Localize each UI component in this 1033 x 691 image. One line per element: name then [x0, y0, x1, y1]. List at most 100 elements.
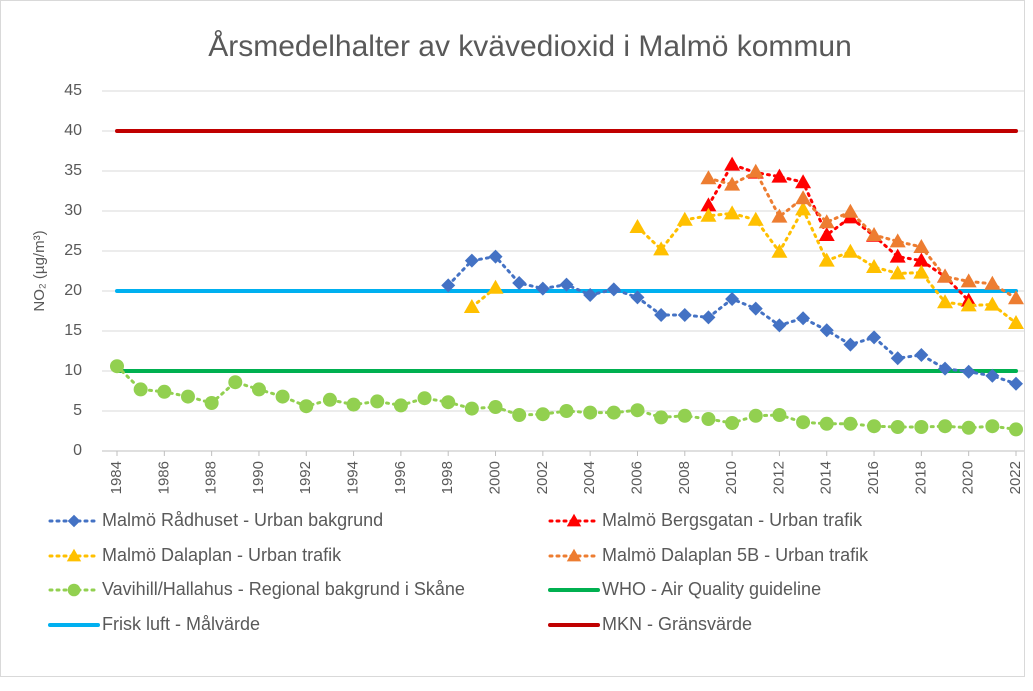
marker	[322, 392, 337, 407]
marker	[819, 323, 834, 338]
marker	[725, 292, 740, 306]
x-tick-label: 1996	[392, 461, 409, 494]
x-tick-label: 1988	[203, 461, 220, 494]
marker	[818, 252, 835, 267]
marker	[512, 408, 527, 422]
marker	[1009, 376, 1023, 391]
marker	[559, 404, 574, 418]
marker	[251, 382, 266, 397]
marker	[654, 410, 669, 425]
marker	[724, 156, 741, 171]
marker	[566, 513, 582, 527]
y-tick-label: 10	[64, 362, 82, 379]
marker	[583, 288, 598, 302]
marker	[700, 207, 717, 222]
marker	[535, 407, 550, 422]
marker	[985, 368, 1000, 383]
marker	[275, 389, 290, 404]
x-tick-label: 2000	[486, 461, 503, 494]
marker	[938, 419, 953, 434]
legend-item: Malmö Rådhuset - Urban bakgrund	[48, 510, 383, 530]
marker	[819, 416, 834, 431]
marker	[488, 249, 503, 264]
marker	[747, 211, 764, 226]
legend-item: Malmö Dalaplan 5B - Urban trafik	[548, 545, 869, 565]
marker	[583, 405, 598, 420]
marker	[843, 337, 858, 352]
marker	[771, 208, 788, 223]
marker	[1009, 422, 1023, 437]
marker	[417, 391, 432, 406]
marker	[66, 548, 82, 562]
marker	[630, 290, 645, 305]
y-tick-label: 45	[64, 82, 82, 99]
series	[110, 359, 1023, 437]
legend-label: Frisk luft - Målvärde	[102, 614, 260, 634]
marker	[133, 382, 148, 397]
x-tick-label: 2014	[818, 461, 835, 494]
x-tick-label: 2020	[960, 461, 977, 494]
marker	[724, 205, 741, 220]
marker	[866, 227, 883, 241]
marker	[535, 281, 550, 296]
marker	[748, 408, 763, 423]
legend-label: Malmö Dalaplan 5B - Urban trafik	[602, 545, 869, 565]
marker	[960, 273, 977, 288]
marker	[110, 359, 124, 374]
marker	[677, 408, 692, 423]
marker	[913, 239, 930, 253]
marker	[889, 265, 906, 280]
marker	[961, 420, 976, 435]
marker	[180, 389, 195, 404]
marker	[463, 299, 480, 313]
marker	[866, 259, 883, 273]
marker	[771, 168, 788, 183]
marker	[937, 268, 954, 283]
marker	[441, 278, 456, 293]
legend-item: Malmö Bergsgatan - Urban trafik	[548, 510, 863, 530]
marker	[630, 403, 645, 418]
marker	[984, 296, 1001, 311]
y-tick-label: 0	[73, 442, 82, 459]
marker	[985, 419, 1000, 434]
marker	[867, 330, 882, 345]
legend-label: Malmö Dalaplan - Urban trafik	[102, 545, 342, 565]
marker	[606, 282, 621, 297]
x-tick-label: 2018	[912, 461, 929, 494]
legend-item: Vavihill/Hallahus - Regional bakgrund i …	[48, 579, 465, 599]
y-tick-label: 5	[73, 402, 82, 419]
x-tick-label: 2004	[581, 461, 598, 494]
y-tick-label: 35	[64, 162, 82, 179]
marker	[914, 420, 929, 434]
marker	[913, 252, 930, 267]
marker	[441, 395, 456, 410]
marker	[889, 233, 906, 248]
x-tick-label: 2006	[628, 461, 645, 494]
legend-item: MKN - Gränsvärde	[548, 614, 752, 634]
legend-label: Malmö Rådhuset - Urban bakgrund	[102, 510, 383, 530]
legend-item: Frisk luft - Målvärde	[48, 614, 260, 634]
marker	[984, 275, 1001, 290]
x-tick-label: 2008	[676, 461, 693, 494]
marker	[937, 294, 954, 309]
y-axis-label: NO₂ (µg/m³)	[31, 230, 48, 311]
x-tick-label: 2022	[1007, 461, 1024, 494]
series	[463, 201, 1024, 329]
marker	[654, 308, 669, 322]
marker	[842, 203, 859, 218]
marker	[747, 163, 764, 178]
x-tick-label: 2002	[534, 461, 551, 494]
marker	[299, 399, 314, 414]
marker	[701, 310, 716, 325]
marker	[842, 243, 859, 258]
marker	[914, 348, 929, 362]
legend-label: Malmö Bergsgatan - Urban trafik	[602, 510, 863, 530]
x-tick-label: 1998	[439, 461, 456, 494]
marker	[772, 318, 787, 333]
marker	[629, 219, 646, 233]
marker	[889, 248, 906, 263]
y-tick-label: 30	[64, 202, 82, 219]
x-tick-label: 1992	[297, 461, 314, 494]
marker	[771, 243, 788, 258]
